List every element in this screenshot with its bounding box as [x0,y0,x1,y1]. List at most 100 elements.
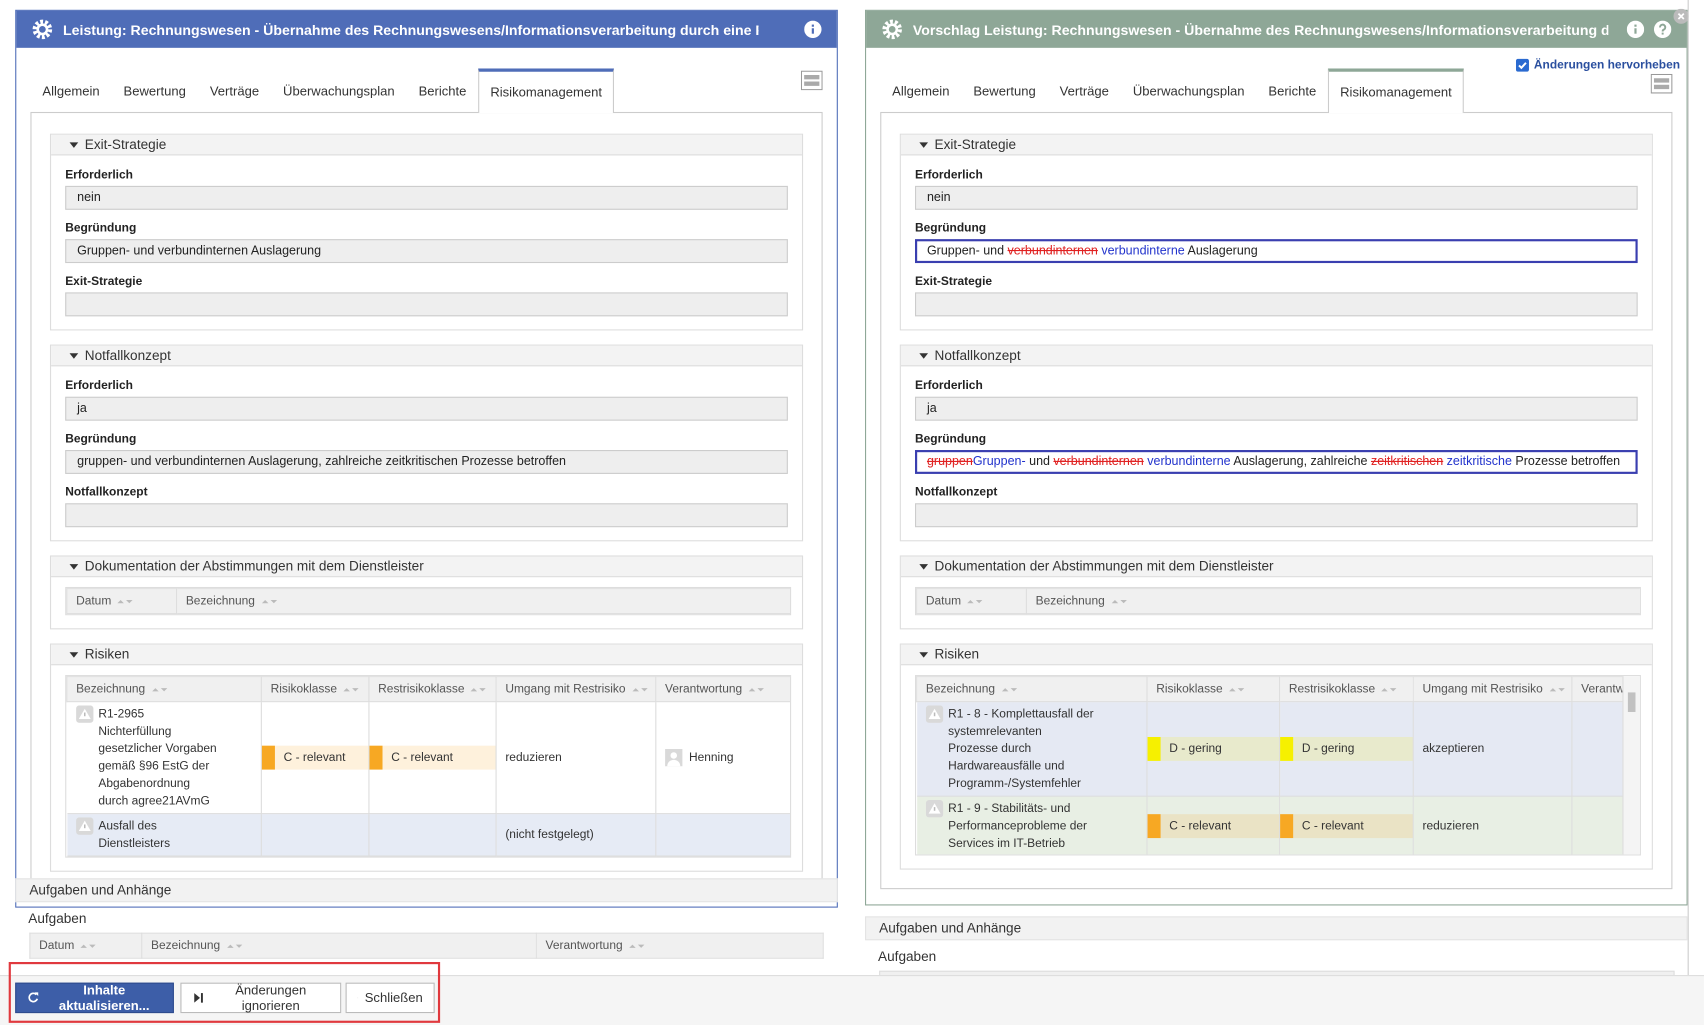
icon-shape [1549,688,1565,692]
section-header[interactable]: Dokumentation der Abstimmungen mit dem D… [900,556,1652,578]
highlight-toggle[interactable]: Änderungen hervorheben [1515,58,1681,72]
tab[interactable]: Allgemein [892,83,950,99]
section-header[interactable]: Notfallkonzept [51,345,802,367]
column-header[interactable]: Umgang mit Restrisiko [1412,676,1573,703]
scrollbar-thumb[interactable] [1627,692,1636,712]
class-badge: C - relevant [1280,814,1413,839]
tab[interactable]: Berichte [418,83,467,99]
umgang: reduzieren [1422,819,1479,833]
close-button[interactable] [1673,8,1689,24]
section-header[interactable]: Exit-Strategie [51,134,802,156]
section-header[interactable]: Risiken [900,644,1652,666]
text: Auslagerung, zahlreiche [1230,455,1371,469]
sort-icon [151,688,167,692]
scrollbar[interactable] [1622,676,1640,855]
column-title: Bezeichnung [151,939,221,953]
column-header[interactable]: Bezeichnung [916,676,1148,703]
column-header[interactable]: Verantwortung [655,676,791,703]
cell-restrisikoklasse: C - relevant [368,701,497,815]
column-header[interactable]: Restrisikoklasse [1279,676,1414,703]
column-title: Risikoklasse [270,682,338,696]
tab[interactable]: Risikomanagement [1328,68,1464,114]
risk-row[interactable]: R1-2965 Nichterfüllung gesetzlicher Vorg… [66,701,791,815]
info-icon [1626,20,1645,39]
cell-umgang: (nicht festgelegt) [496,813,657,857]
column-header[interactable]: Restrisikoklasse [368,676,497,703]
column-title: Verantwortung [545,939,623,953]
tab[interactable]: Bewertung [973,83,1036,99]
column-header[interactable]: Risikoklasse [260,676,370,703]
collapse-toggle [919,141,929,148]
badge-bar [261,745,275,770]
tasks-header: Aufgaben und Anhänge [15,878,838,903]
button-icon [28,992,39,1003]
column-header[interactable]: Verantwortung [535,932,824,959]
column-header[interactable]: Bezeichnung [141,932,537,959]
section-body: Erforderlich ja Begründung gruppen- und ver… [51,366,802,540]
field-input: gruppenGruppen- und verbundinternen verb… [915,450,1638,474]
field-label: Exit-Strategie [915,275,993,289]
layout-toggle [1650,73,1673,94]
section: Notfallkonzept Erforderlich ja Begründung gr… [49,344,804,542]
action-button[interactable]: Inhalte aktualisieren... [15,982,174,1014]
header-icons [1626,20,1672,39]
tab[interactable]: Berichte [1268,83,1317,99]
column-header[interactable]: Datum [66,588,178,615]
person-name: Henning [688,751,734,765]
risk-row[interactable]: R1 - 8 - Komplettausfall der systemrelev… [916,701,1624,797]
risk-row[interactable]: Ausfall des Dienstleisters (nicht festgel… [66,813,791,857]
icon-shape [670,752,678,759]
column-header[interactable]: Bezeichnung [66,676,262,703]
sort-icon [1229,688,1245,692]
tab[interactable]: Verträge [209,83,260,99]
section-title: Exit-Strategie [934,136,1017,153]
icon-shape [32,19,53,40]
column-header[interactable]: Verantwortung [1571,676,1624,703]
column-header[interactable]: Datum [916,588,1027,615]
section-header[interactable]: Exit-Strategie [900,134,1652,156]
sort-icon [117,600,134,604]
cell-verantwortung [1571,796,1624,855]
icon-shape [471,688,487,692]
cell-risikoklasse [261,813,370,857]
section: Exit-Strategie Erforderlich nein Begründung… [49,133,804,331]
badge-background [1160,814,1280,839]
section-header[interactable]: Dokumentation der Abstimmungen mit dem D… [51,556,802,578]
risk-row[interactable]: R1 - 9 - Stabilitäts- und Performancepro… [916,796,1624,855]
tab[interactable]: Überwachungsplan [1132,83,1245,99]
column-title: Umgang mit Restrisiko [505,682,626,696]
sort-icon [1001,688,1017,692]
column-header[interactable]: Risikoklasse [1146,676,1281,703]
section-header[interactable]: Notfallkonzept [900,345,1652,367]
collapse-toggle [69,141,79,148]
collapse-toggle [919,651,929,658]
tab[interactable]: Allgemein [42,83,100,99]
action-button[interactable]: Schließen [345,982,435,1014]
tab[interactable]: Bewertung [123,83,186,99]
icon-shape [667,759,681,767]
section-body: Bezeichnung Risikoklasse Restrisikoklasse U… [901,665,1652,868]
column-header[interactable]: Datum [29,932,143,959]
risk-name: R1-2965 Nichterfüllung gesetzlicher Vorg… [98,707,217,808]
umgang: akzeptieren [1422,742,1485,756]
sort-icon [748,688,764,692]
highlight-frame [8,961,441,1023]
column-header[interactable]: Bezeichnung [1025,588,1640,615]
icon-shape [36,23,49,36]
column-header[interactable]: Bezeichnung [176,588,791,615]
button-icon [194,993,203,1003]
column-title: Umgang mit Restrisiko [1422,682,1543,696]
section-header[interactable]: Risiken [51,644,802,666]
field-label: Erforderlich [915,379,983,393]
tab[interactable]: Risikomanagement [478,68,614,114]
action-button[interactable]: Änderungen ignorieren [180,982,342,1014]
panel-title: Leistung: Rechnungswesen - Übernahme des… [63,21,759,38]
badge-bar [1280,736,1294,761]
tab[interactable]: Überwachungsplan [283,83,395,99]
column-header[interactable]: Umgang mit Restrisiko [495,676,657,703]
class-badge: C - relevant [1147,814,1280,839]
badge-label: C - relevant [391,751,454,765]
icon-shape [632,688,648,692]
icon-shape [1653,78,1670,83]
tab[interactable]: Verträge [1059,83,1109,99]
